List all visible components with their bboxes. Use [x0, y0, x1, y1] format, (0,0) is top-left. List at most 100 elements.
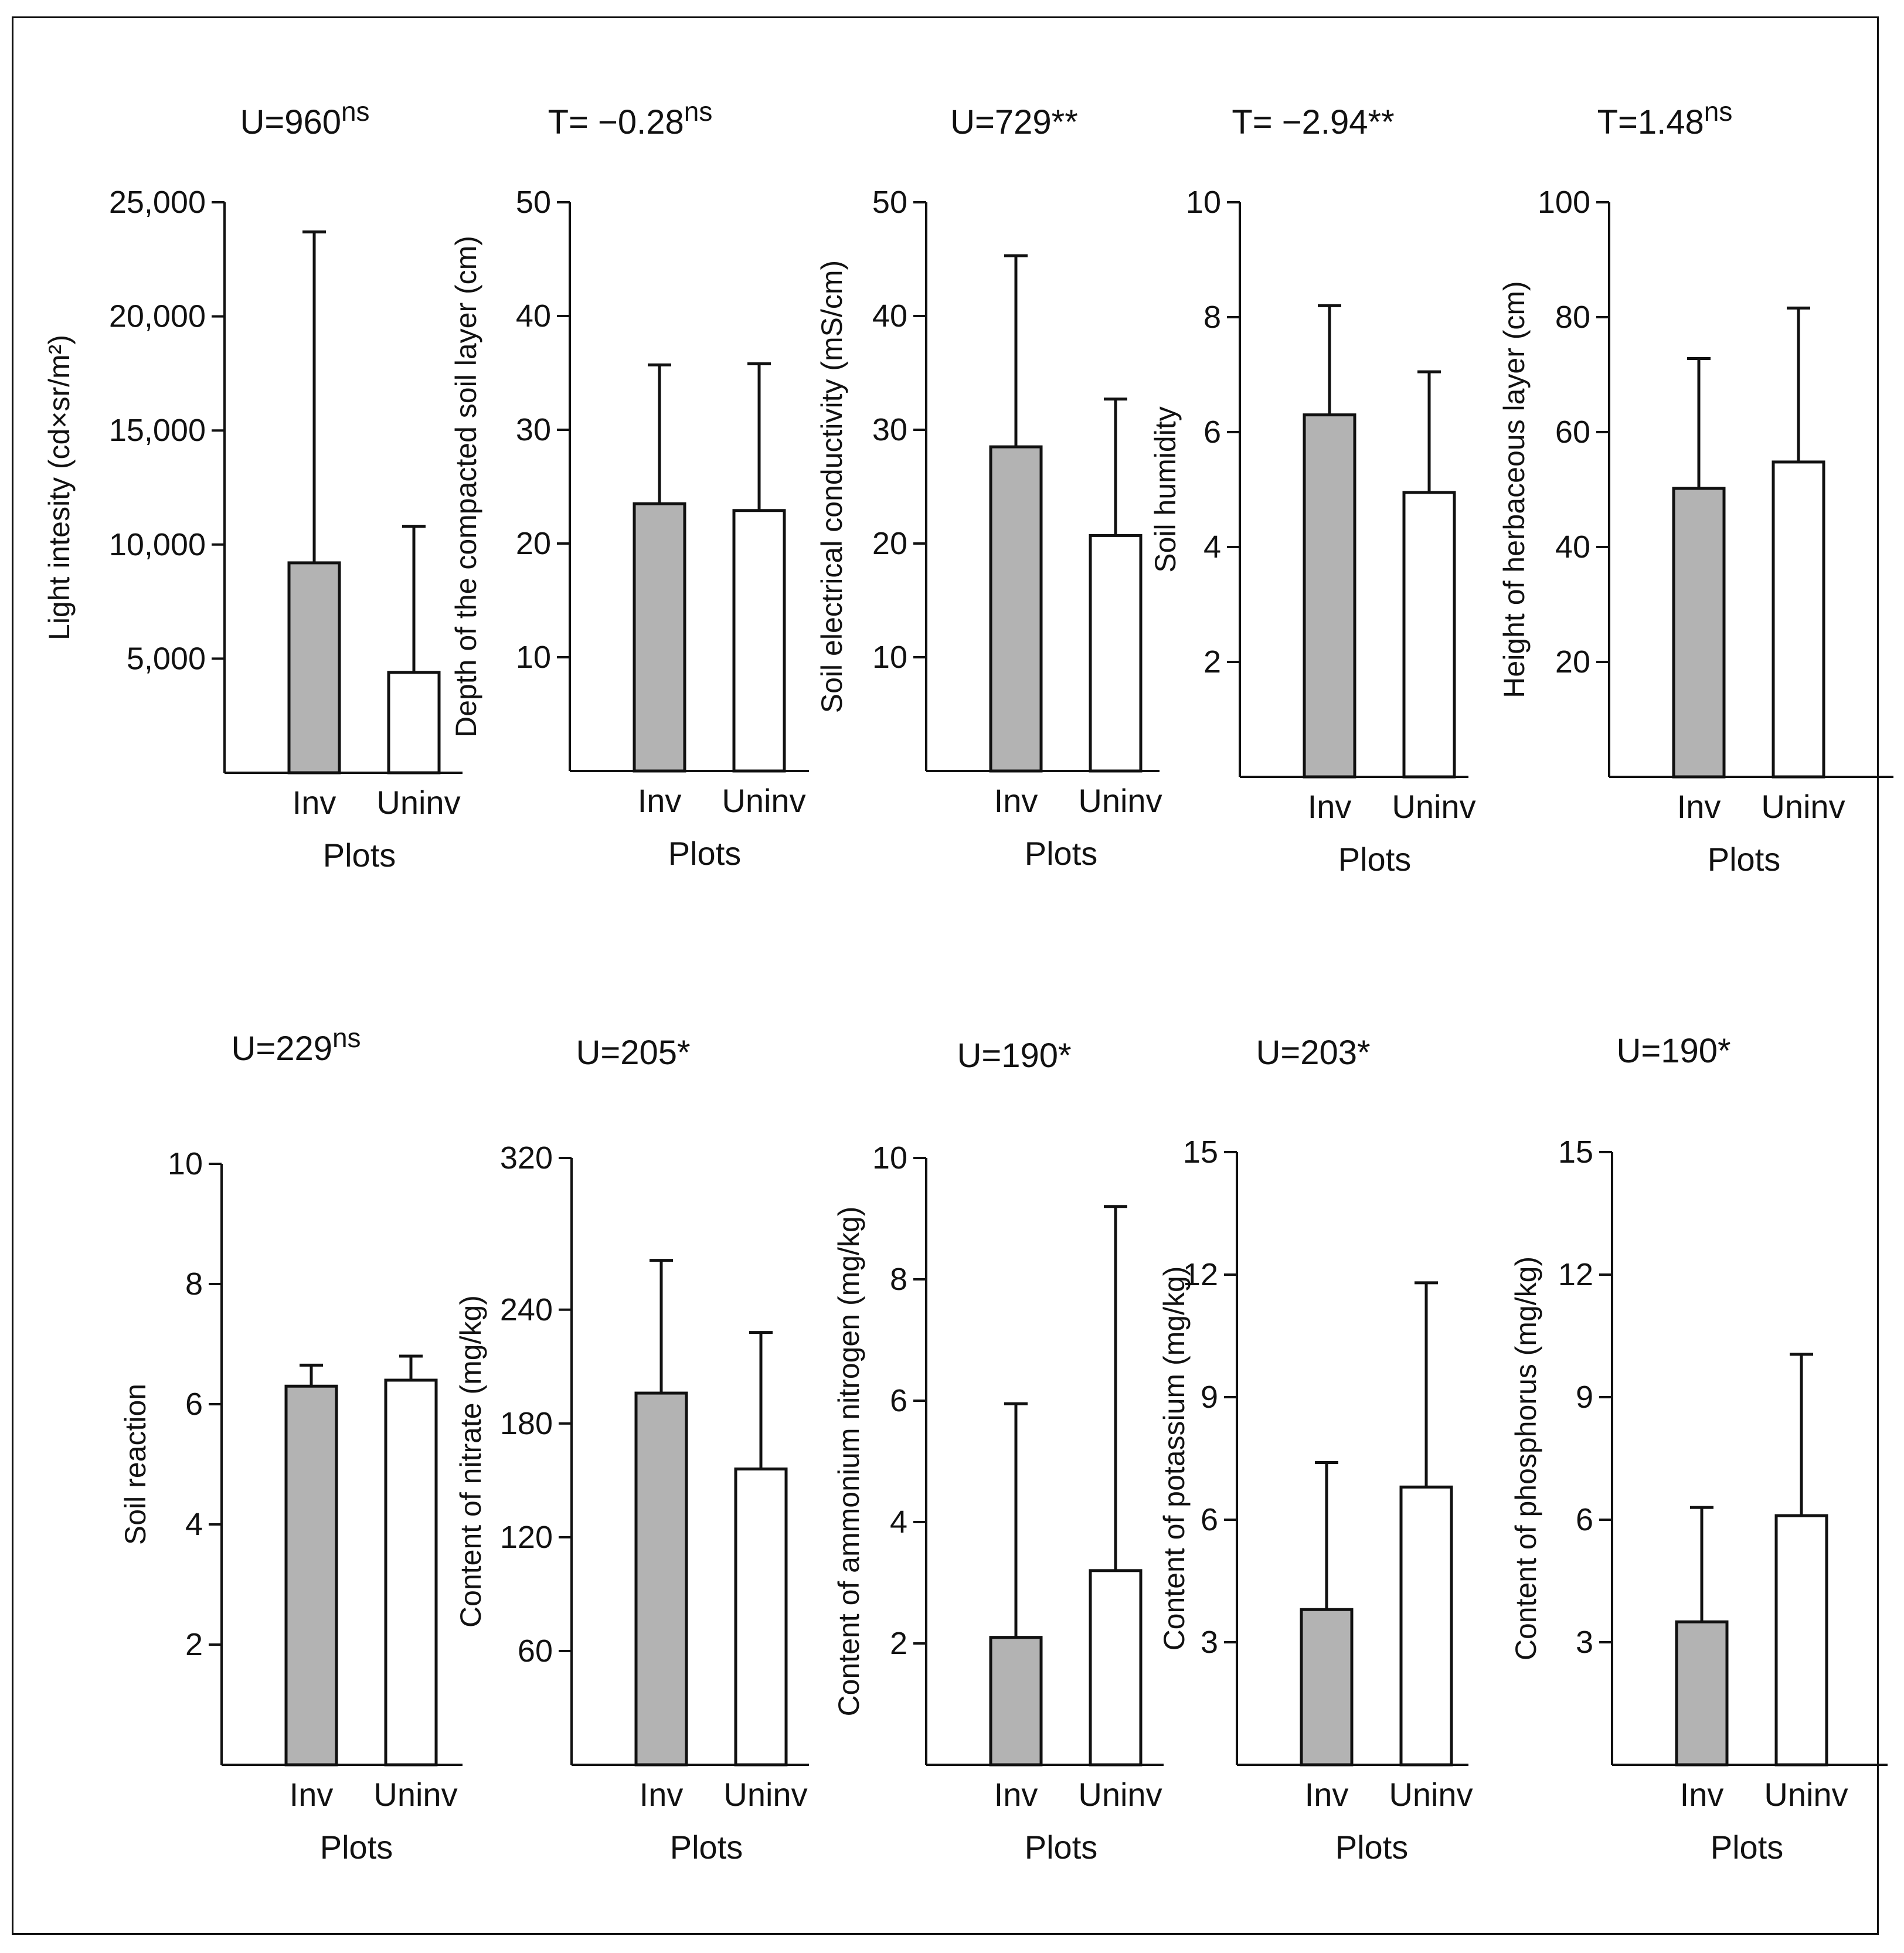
- chart-6-y-tick-label: 10: [168, 1146, 203, 1181]
- chart-2-title: T= −0.28ns: [548, 96, 713, 141]
- chart-5-y-tick-label: 40: [1555, 529, 1590, 565]
- chart-1-x-axis-label: Plots: [323, 837, 396, 874]
- chart-8-category-label: Uninv: [1078, 1776, 1162, 1813]
- chart-10-y-axis-label: Content of phosphorus (mg/kg): [1509, 1256, 1542, 1660]
- chart-7-y-tick-label: 120: [500, 1520, 553, 1555]
- chart-3-category-label: Uninv: [1078, 782, 1162, 819]
- chart-8-y-tick-label: 8: [890, 1262, 907, 1297]
- chart-5-category-label: Uninv: [1761, 788, 1845, 825]
- chart-3-y-tick-label: 40: [872, 298, 907, 334]
- chart-9-y-tick-label: 15: [1183, 1135, 1218, 1170]
- chart-4-category-label: Uninv: [1392, 788, 1475, 825]
- chart-1-y-tick-label: 10,000: [109, 527, 206, 562]
- chart-1-y-tick-label: 15,000: [109, 413, 206, 448]
- chart-10-y-tick-label: 12: [1558, 1257, 1593, 1292]
- chart-5-y-tick-label: 80: [1555, 300, 1590, 335]
- chart-2-category-label: Uninv: [722, 782, 805, 819]
- chart-8-x-axis-label: Plots: [1025, 1829, 1098, 1866]
- chart-1-category-label: Inv: [293, 784, 336, 821]
- chart-5-x-axis-label: Plots: [1708, 841, 1781, 878]
- chart-4-title: T= −2.94**: [1232, 103, 1394, 141]
- chart-10-category-label: Inv: [1680, 1776, 1724, 1813]
- chart-9-x-axis-label: Plots: [1335, 1829, 1409, 1866]
- chart-7-y-tick-label: 60: [518, 1633, 553, 1669]
- chart-7-y-tick-label: 180: [500, 1406, 553, 1441]
- chart-9-y-tick-label: 6: [1201, 1502, 1218, 1537]
- chart-2-bar-uninv: [732, 509, 786, 773]
- chart-10-y-tick-label: 9: [1576, 1380, 1593, 1415]
- chart-3-y-tick-label: 10: [872, 640, 907, 675]
- chart-6-y-tick-label: 4: [185, 1507, 203, 1542]
- chart-8-category-label: Inv: [994, 1776, 1038, 1813]
- chart-9-bar-uninv: [1399, 1485, 1453, 1767]
- chart-6-title: U=229ns: [231, 1023, 361, 1068]
- chart-9-y-tick-label: 12: [1183, 1257, 1218, 1292]
- chart-7-category-label: Inv: [640, 1776, 684, 1813]
- chart-9-y-axis-label: Content of potassium (mg/kg): [1158, 1266, 1191, 1651]
- chart-1-title: U=960ns: [240, 96, 369, 141]
- chart-9-y-tick-label: 3: [1201, 1625, 1218, 1660]
- chart-3-y-tick-label: 20: [872, 526, 907, 561]
- chart-7-bar-inv: [634, 1391, 688, 1767]
- chart-3-x-axis-label: Plots: [1025, 835, 1098, 872]
- chart-4-x-axis-label: Plots: [1338, 841, 1412, 878]
- chart-10-y-tick-label: 6: [1576, 1502, 1593, 1537]
- chart-8-bar-uninv: [1089, 1569, 1143, 1767]
- chart-4-bar-inv: [1303, 413, 1356, 779]
- chart-8-bar-inv: [989, 1636, 1043, 1767]
- chart-4-y-tick-label: 10: [1186, 185, 1221, 220]
- chart-10-title: U=190*: [1616, 1032, 1730, 1070]
- chart-8-y-tick-label: 2: [890, 1626, 907, 1661]
- chart-1-y-tick-label: 20,000: [109, 299, 206, 334]
- chart-7-bar-uninv: [734, 1467, 788, 1767]
- chart-7-y-axis-label: Content of nitrate (mg/kg): [454, 1295, 487, 1628]
- chart-9-title: U=203*: [1256, 1034, 1370, 1072]
- chart-5-y-axis-label: Height of herbaceous layer (cm): [1498, 281, 1531, 698]
- chart-8-y-tick-label: 6: [890, 1383, 907, 1418]
- chart-1-y-axis-label: Light intesity (cd×sr/m²): [43, 335, 76, 640]
- chart-3-bar-inv: [989, 445, 1043, 773]
- chart-5-y-tick-label: 100: [1538, 185, 1590, 220]
- chart-4-y-tick-label: 6: [1203, 415, 1221, 450]
- chart-2-y-axis-label: Depth of the compacted soil layer (cm): [450, 236, 482, 738]
- chart-1-bar-inv: [287, 561, 341, 775]
- chart-8-y-tick-label: 10: [872, 1140, 907, 1176]
- chart-8-title: U=190*: [957, 1037, 1071, 1075]
- chart-2-x-axis-label: Plots: [668, 835, 742, 872]
- chart-3-y-tick-label: 50: [872, 185, 907, 220]
- chart-9-y-tick-label: 9: [1201, 1380, 1218, 1415]
- chart-10-bar-inv: [1675, 1620, 1729, 1767]
- chart-6-y-tick-label: 2: [185, 1627, 203, 1662]
- chart-2-y-tick-label: 40: [516, 298, 551, 334]
- chart-4-y-tick-label: 2: [1203, 644, 1221, 680]
- chart-4-bar-uninv: [1402, 491, 1456, 779]
- chart-7-title: U=205*: [576, 1034, 690, 1072]
- chart-3-bar-uninv: [1089, 534, 1143, 773]
- chart-2-y-tick-label: 20: [516, 526, 551, 561]
- chart-1-y-tick-label: 5,000: [127, 641, 206, 676]
- chart-1-y-tick-label: 25,000: [109, 185, 206, 220]
- chart-6-y-tick-label: 8: [185, 1266, 203, 1302]
- chart-2-y-tick-label: 30: [516, 412, 551, 447]
- chart-6-category-label: Inv: [290, 1776, 334, 1813]
- chart-5-y-tick-label: 60: [1555, 415, 1590, 450]
- chart-9-category-label: Uninv: [1389, 1776, 1473, 1813]
- chart-4-y-tick-label: 4: [1203, 529, 1221, 565]
- chart-7-category-label: Uninv: [723, 1776, 807, 1813]
- chart-8-y-axis-label: Content of ammonium nitrogen (mg/kg): [832, 1207, 865, 1717]
- chart-1-category-label: Uninv: [376, 784, 460, 821]
- chart-10-y-tick-label: 15: [1558, 1135, 1593, 1170]
- chart-3-category-label: Inv: [994, 782, 1038, 819]
- chart-10-x-axis-label: Plots: [1711, 1829, 1784, 1866]
- chart-7-x-axis-label: Plots: [670, 1829, 743, 1866]
- chart-8-y-tick-label: 4: [890, 1504, 907, 1540]
- chart-6-bar-uninv: [384, 1378, 438, 1767]
- chart-6-x-axis-label: Plots: [320, 1829, 393, 1866]
- chart-4-y-tick-label: 8: [1203, 300, 1221, 335]
- chart-5-title: T=1.48ns: [1597, 96, 1733, 141]
- chart-7-y-tick-label: 240: [500, 1292, 553, 1327]
- chart-10-y-tick-label: 3: [1576, 1625, 1593, 1660]
- chart-5-y-tick-label: 20: [1555, 644, 1590, 680]
- chart-2-bar-inv: [633, 502, 686, 773]
